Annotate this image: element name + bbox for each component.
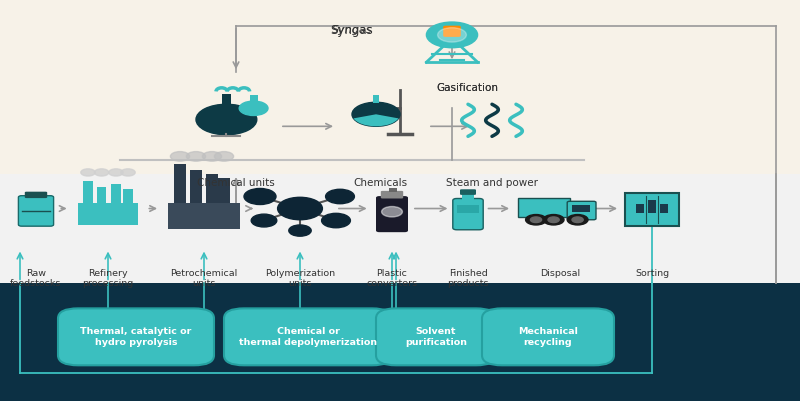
- FancyBboxPatch shape: [636, 204, 644, 213]
- Circle shape: [196, 104, 257, 135]
- Circle shape: [567, 215, 588, 225]
- FancyBboxPatch shape: [389, 188, 397, 192]
- FancyBboxPatch shape: [0, 174, 800, 283]
- Text: Steam and power: Steam and power: [446, 178, 538, 188]
- Circle shape: [382, 207, 402, 217]
- FancyBboxPatch shape: [218, 178, 230, 203]
- Circle shape: [81, 169, 95, 176]
- FancyBboxPatch shape: [83, 181, 93, 203]
- FancyBboxPatch shape: [111, 184, 121, 203]
- FancyBboxPatch shape: [625, 193, 679, 226]
- Text: Chemical units: Chemical units: [197, 178, 275, 188]
- Text: Raw
feedstocks: Raw feedstocks: [10, 269, 62, 288]
- Circle shape: [426, 22, 478, 48]
- FancyBboxPatch shape: [206, 174, 218, 203]
- Circle shape: [170, 152, 190, 161]
- Circle shape: [94, 169, 109, 176]
- Text: Gasification: Gasification: [436, 83, 498, 93]
- Circle shape: [278, 197, 322, 220]
- Circle shape: [289, 225, 311, 236]
- FancyBboxPatch shape: [460, 189, 476, 195]
- Text: Plastic
converters: Plastic converters: [366, 269, 418, 288]
- FancyBboxPatch shape: [376, 308, 496, 365]
- Text: Chemical or
thermal depolymerization: Chemical or thermal depolymerization: [239, 327, 377, 346]
- FancyBboxPatch shape: [381, 191, 403, 198]
- Text: Thermal, catalytic or
hydro pyrolysis: Thermal, catalytic or hydro pyrolysis: [80, 327, 192, 346]
- FancyBboxPatch shape: [58, 308, 214, 365]
- FancyBboxPatch shape: [453, 198, 483, 230]
- Text: Finished
products: Finished products: [447, 269, 489, 288]
- Circle shape: [244, 188, 276, 205]
- FancyBboxPatch shape: [174, 164, 186, 203]
- Circle shape: [572, 217, 583, 223]
- Circle shape: [548, 217, 559, 223]
- FancyBboxPatch shape: [660, 204, 668, 213]
- FancyBboxPatch shape: [572, 205, 590, 212]
- Circle shape: [109, 169, 123, 176]
- FancyBboxPatch shape: [518, 198, 570, 217]
- FancyBboxPatch shape: [443, 26, 461, 37]
- FancyBboxPatch shape: [123, 189, 133, 203]
- FancyBboxPatch shape: [78, 203, 138, 225]
- Circle shape: [322, 213, 350, 228]
- Circle shape: [121, 169, 135, 176]
- FancyBboxPatch shape: [462, 193, 474, 200]
- Text: Solvent
purification: Solvent purification: [405, 327, 467, 346]
- Circle shape: [202, 152, 222, 161]
- FancyBboxPatch shape: [25, 192, 47, 198]
- Circle shape: [352, 102, 400, 126]
- Text: Chemicals: Chemicals: [353, 178, 407, 188]
- Text: Polymerization
units: Polymerization units: [265, 269, 335, 288]
- Circle shape: [239, 101, 268, 115]
- Circle shape: [214, 152, 234, 161]
- Circle shape: [326, 189, 354, 204]
- Text: Sorting: Sorting: [635, 269, 669, 277]
- Text: Petrochemical
units: Petrochemical units: [170, 269, 238, 288]
- FancyBboxPatch shape: [567, 201, 596, 220]
- Text: Refinery
processing: Refinery processing: [82, 269, 134, 288]
- Circle shape: [251, 214, 277, 227]
- Circle shape: [526, 215, 546, 225]
- FancyBboxPatch shape: [482, 308, 614, 365]
- Text: Syngas: Syngas: [330, 24, 374, 36]
- Circle shape: [186, 152, 206, 161]
- FancyBboxPatch shape: [0, 0, 800, 174]
- FancyBboxPatch shape: [224, 308, 392, 365]
- Circle shape: [438, 28, 466, 42]
- FancyBboxPatch shape: [250, 95, 258, 102]
- FancyBboxPatch shape: [18, 196, 54, 226]
- FancyBboxPatch shape: [222, 94, 231, 105]
- Text: Disposal: Disposal: [540, 269, 580, 277]
- FancyBboxPatch shape: [97, 187, 106, 203]
- FancyBboxPatch shape: [373, 95, 379, 103]
- Text: Mechanical
recycling: Mechanical recycling: [518, 327, 578, 346]
- FancyBboxPatch shape: [457, 205, 479, 213]
- Circle shape: [543, 215, 564, 225]
- FancyBboxPatch shape: [376, 196, 408, 232]
- FancyBboxPatch shape: [190, 170, 202, 203]
- Text: Syngas: Syngas: [332, 25, 372, 35]
- Circle shape: [530, 217, 542, 223]
- Text: Gasification: Gasification: [436, 83, 498, 93]
- FancyBboxPatch shape: [648, 200, 656, 213]
- FancyBboxPatch shape: [0, 283, 800, 401]
- FancyBboxPatch shape: [168, 203, 240, 229]
- Wedge shape: [354, 114, 398, 126]
